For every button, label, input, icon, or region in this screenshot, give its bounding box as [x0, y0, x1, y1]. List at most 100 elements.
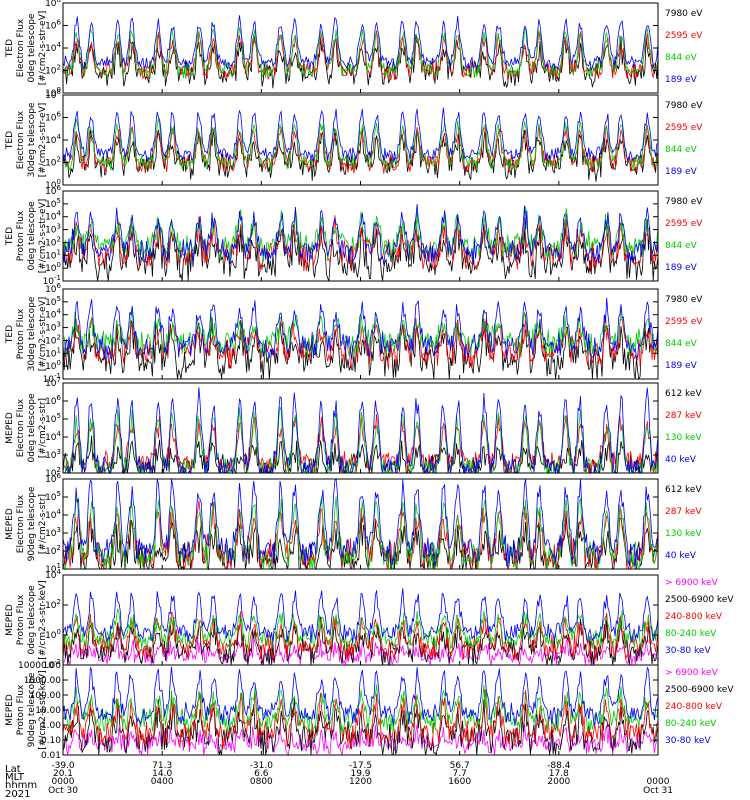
legend-entry: 7980 eV [665, 197, 703, 207]
y-tick-label: 100 [45, 359, 61, 372]
series-line-4-2 [62, 313, 659, 370]
legend-entry: 30-80 keV [665, 736, 711, 746]
lat-label: -31.0 [250, 761, 274, 771]
legend-entry: > 6900 keV [665, 668, 719, 678]
y-axis-label: MEPED [5, 412, 15, 444]
y-axis-label: Proton Flux [16, 308, 26, 359]
panel-7: 10-2 100 102 104 MEPED Proton Flux 0deg telesc… [5, 568, 734, 671]
time-label: 0000 [52, 777, 75, 787]
series-line-3-2 [62, 215, 659, 272]
lat-label: 56.7 [450, 761, 470, 771]
legend-entry: 7980 eV [665, 295, 703, 305]
y-tick-label: 104 [45, 41, 61, 54]
time-label: 0400 [151, 777, 174, 787]
y-tick-label: 106 [45, 282, 61, 295]
y-axis-label: Proton Flux [16, 210, 26, 261]
series-line-4-1 [62, 317, 659, 381]
mlt-label: 6.6 [254, 769, 269, 779]
y-axis-label: 90deg telescope [27, 486, 37, 561]
y-axis-label: Proton Flux [16, 594, 26, 645]
time-label: 2000 [547, 777, 570, 787]
y-tick-label: 102 [45, 64, 61, 77]
y-axis-label: Proton Flux [16, 684, 26, 735]
y-tick-label: 102 [45, 598, 61, 611]
mlt-label: 17.8 [549, 769, 569, 779]
y-tick-label: 108 [45, 88, 61, 101]
y-axis-label: TED [5, 39, 15, 58]
y-tick-label: 10000.00 [18, 661, 61, 671]
y-tick-label: 10-1 [43, 372, 61, 385]
legend-entry: 2595 eV [665, 123, 703, 133]
y-tick-label: 106 [45, 19, 61, 32]
legend-entry: 189 eV [665, 263, 698, 273]
y-axis-label: [#/cm2-s-str-eV] [38, 199, 48, 274]
series-line-1-3 [62, 27, 659, 79]
panel-8: 0.01 0.10 1.00 10.00 100.00 1000.00 10000.00 ME… [5, 661, 734, 761]
legend-entry: 130 keV [665, 529, 702, 539]
legend-entry: > 6900 keV [665, 578, 719, 588]
y-tick-label: 105 [45, 197, 61, 210]
y-tick-label: 106 [45, 472, 61, 485]
legend-entry: 612 keV [665, 485, 702, 495]
legend-entry: 7980 eV [665, 101, 703, 111]
series-line-3-1 [62, 217, 659, 282]
legend-entry: 287 keV [665, 411, 702, 421]
y-axis-label: 30deg telescope [27, 102, 37, 177]
mlt-label: 7.7 [453, 769, 467, 779]
time-label: 0800 [250, 777, 273, 787]
legend-entry: 189 eV [665, 167, 698, 177]
y-axis-label: Electron Flux [16, 494, 26, 553]
series-line-3-4 [62, 204, 659, 266]
legend-entry: 80-240 keV [665, 629, 717, 639]
legend-entry: 189 eV [665, 75, 698, 85]
legend-entry: 7980 eV [665, 9, 703, 19]
y-axis-label: [#/cm2-s-str-keV] [38, 670, 48, 749]
y-axis-label: Electron Flux [16, 18, 26, 77]
y-tick-label: 108 [45, 0, 61, 9]
y-tick-label: 10-2 [43, 658, 61, 671]
y-axis-label: Electron Flux [16, 398, 26, 457]
y-axis-label: [#/cm2-s-str] [38, 398, 48, 458]
series-line-4-3 [62, 306, 659, 358]
y-tick-label: 100 [45, 178, 61, 191]
y-tick-label: 102 [45, 156, 61, 169]
mlt-label: 20.1 [53, 769, 73, 779]
y-tick-label: 102 [45, 333, 61, 346]
y-tick-label: 102 [45, 466, 61, 479]
series-line-1-4 [62, 15, 659, 71]
panel-5: 102 103 104 105 106 107 MEPED Electron Flux 0deg… [5, 376, 702, 479]
y-tick-label: 101 [45, 346, 61, 359]
y-tick-label: 100.00 [30, 691, 62, 701]
row-label-lat: Lat [5, 764, 21, 775]
time-label: 1200 [349, 777, 372, 787]
y-axis-label: TED [5, 227, 15, 246]
time-label: 1600 [448, 777, 471, 787]
legend-entry: 30-80 keV [665, 646, 711, 656]
y-axis-label: Electron Flux [16, 110, 26, 169]
y-tick-label: 107 [45, 376, 61, 389]
row-label-mlt: MLT [5, 772, 25, 783]
lat-label: -39.0 [51, 761, 75, 771]
legend-entry: 844 eV [665, 53, 698, 63]
lat-label: -88.4 [547, 761, 571, 771]
time-label: 0000 [647, 777, 670, 787]
legend-entry: 240-800 keV [665, 702, 723, 712]
y-tick-label: 106 [45, 184, 61, 197]
y-axis-label: 30deg telescope [27, 296, 37, 371]
series-line-8-5 [62, 666, 659, 727]
y-axis-label: [#/cm2-s-str-eV] [38, 103, 48, 178]
panel-6: 101 102 103 104 105 106 MEPED Electron Flux 90de… [5, 472, 702, 575]
y-tick-label: 105 [45, 295, 61, 308]
y-tick-label: 1.00 [41, 721, 61, 731]
y-tick-label: 105 [45, 490, 61, 503]
date-label: Oct 30 [48, 786, 78, 796]
y-tick-label: 101 [45, 562, 61, 575]
legend-entry: 844 eV [665, 145, 698, 155]
panel-1: 100 102 104 106 108 TED Electron Flux 0deg tele… [5, 0, 703, 99]
row-label-year: 2021 [5, 789, 30, 800]
y-tick-label: 103 [45, 526, 61, 539]
y-tick-label: 0.10 [41, 736, 61, 746]
y-tick-label: 103 [45, 321, 61, 334]
series-line-7-4 [62, 608, 659, 651]
series-line-2-4 [62, 107, 659, 164]
